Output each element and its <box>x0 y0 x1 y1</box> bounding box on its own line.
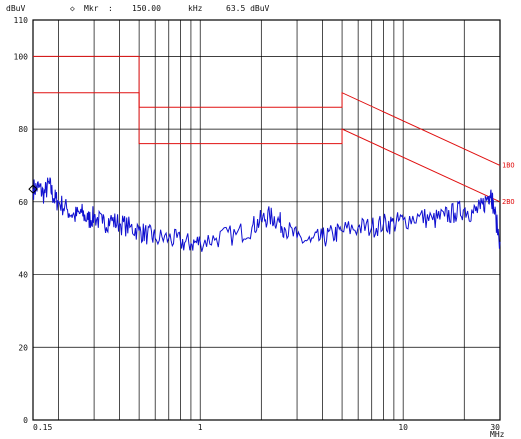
y-unit-label: dBuV <box>6 4 25 13</box>
limit-labels: 1BO 2BO <box>502 161 515 205</box>
y-tick-label: 80 <box>18 125 28 134</box>
x-tick-label: 10 <box>398 423 408 432</box>
limit-lines <box>33 55 501 203</box>
marker-frequency-unit: kHz <box>188 4 203 13</box>
marker-level: 63.5 dBuV <box>226 4 270 13</box>
marker <box>28 184 38 194</box>
x-axis-ticks: 0.15 1 10 30 <box>33 423 500 432</box>
y-tick-label: 0 <box>23 416 28 425</box>
y-tick-label: 100 <box>14 52 29 61</box>
marker-label: Mkr <box>84 4 99 13</box>
marker-separator: : <box>108 4 113 13</box>
marker-frequency: 150.00 <box>132 4 161 13</box>
limit-label: 2BO <box>502 198 515 206</box>
limit-line-2 <box>33 92 501 203</box>
x-tick-label: 30 <box>490 423 500 432</box>
limit-label: 1BO <box>502 161 515 169</box>
marker-diamond-icon <box>28 184 38 194</box>
plot-frame <box>32 19 501 421</box>
y-tick-label: 110 <box>14 16 29 25</box>
y-axis-ticks: 0 20 40 60 80 100 110 <box>14 16 29 425</box>
y-tick-label: 60 <box>18 198 28 207</box>
x-tick-label: 1 <box>198 423 203 432</box>
trace-line <box>32 177 501 252</box>
limit-line-1 <box>33 55 501 166</box>
x-tick-label: 0.15 <box>33 423 52 432</box>
y-tick-label: 20 <box>18 343 28 352</box>
x-unit-label: MHz <box>490 430 505 439</box>
y-tick-label: 40 <box>18 271 28 280</box>
measurement-trace <box>32 177 501 252</box>
marker-glyph-icon: ◇ <box>70 4 75 13</box>
